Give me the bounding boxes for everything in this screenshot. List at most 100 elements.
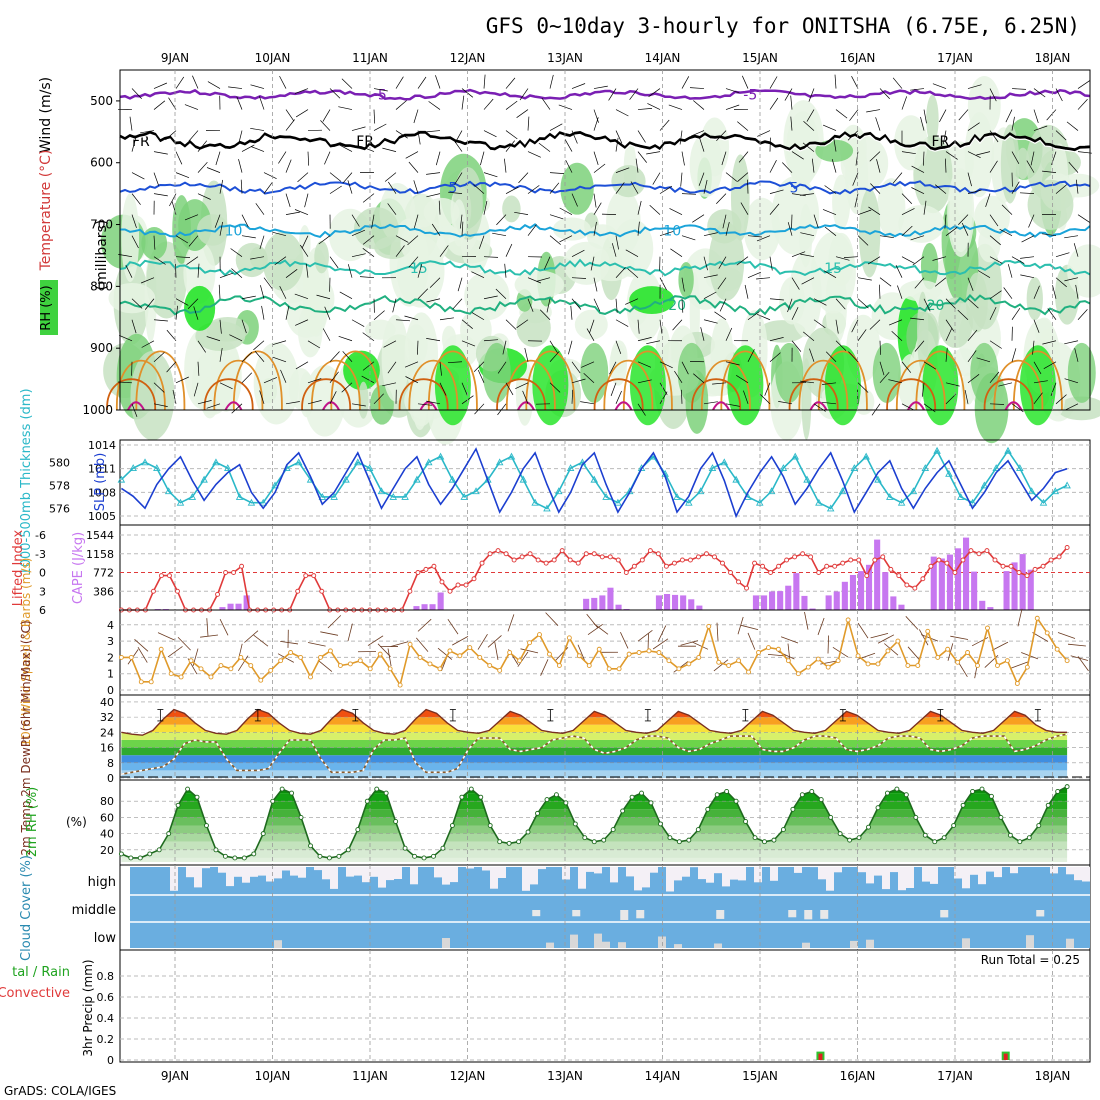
thickness-point [129, 464, 137, 472]
wind-barb [131, 88, 142, 99]
high-cloud-bar [738, 867, 746, 881]
cape-bar [1003, 571, 1010, 610]
rh2m-point [118, 851, 124, 857]
wind-barb [719, 298, 727, 312]
wind-barb [480, 151, 485, 166]
wind-barb [214, 214, 221, 228]
wind-speed-point [327, 648, 333, 654]
date-label-bottom: 11JAN [352, 1069, 388, 1083]
wind-speed-point [726, 663, 732, 668]
rh-blob [574, 309, 608, 340]
rh-blob [678, 261, 694, 298]
cape-bar [979, 600, 986, 610]
cape-bar [955, 548, 962, 610]
wind-barb [307, 340, 321, 349]
wind-barb [153, 256, 166, 265]
high-cloud-bar [730, 867, 738, 880]
isotherm-arch [330, 350, 381, 411]
wind-barb [721, 151, 727, 166]
wind-barb [945, 151, 958, 160]
wind-barb [426, 130, 441, 133]
wind-barb [359, 276, 375, 279]
wind-barb [197, 361, 200, 376]
precip-tick-label: 0.6 [97, 991, 115, 1004]
wind-barb [240, 179, 243, 194]
wind-barb [769, 97, 779, 110]
pressure-tick-label: 900 [90, 341, 113, 355]
wind-barb-10m [691, 641, 709, 650]
wind-barb [565, 159, 573, 173]
thickness-point [507, 452, 516, 460]
wind-speed-point [158, 646, 164, 652]
wind-speed-point [885, 648, 891, 654]
wind-barb [703, 179, 708, 194]
low-cloud-bar [658, 936, 666, 948]
thickness-point [1039, 498, 1048, 506]
high-cloud-bar [674, 867, 682, 881]
wind-barb [1055, 277, 1067, 288]
high-cloud-bar [242, 867, 250, 883]
wind-barb [703, 274, 718, 279]
wind-barb [295, 109, 309, 118]
lifted-index-point [936, 557, 942, 563]
wind-barb [698, 172, 705, 186]
wind-barb-10m [447, 618, 459, 635]
wind-speed-point [547, 651, 552, 657]
thickness-point [779, 464, 788, 472]
wind-barb-10m [157, 632, 175, 641]
wind-barb-10m [680, 640, 699, 646]
wind-barb [1033, 361, 1042, 375]
mid-cloud-bar [820, 910, 829, 919]
lifted-index-point [880, 554, 886, 560]
high-cloud-bar [986, 867, 994, 872]
wind-barb [879, 340, 881, 355]
wind-barb [184, 214, 199, 221]
wind-barb [131, 172, 145, 180]
lifted-index-point [744, 585, 749, 591]
wind-barb [294, 88, 309, 94]
isotherm-arch [427, 350, 478, 411]
temp-line [121, 708, 1068, 736]
wind-barb [769, 337, 784, 342]
thickness-point [968, 498, 977, 506]
rh-blob [926, 94, 939, 144]
wind-speed-point [1024, 664, 1030, 670]
wind-barb [261, 305, 265, 320]
wind-barb [405, 151, 419, 159]
wind-barb [514, 211, 529, 215]
lifted-index-point [872, 557, 878, 563]
high-cloud-bar [1082, 867, 1090, 882]
wind-barb [558, 104, 573, 110]
li-tick-label: -6 [35, 529, 46, 542]
wind-barb [648, 88, 661, 97]
wind-barb [835, 319, 839, 334]
rh2m-point [440, 845, 446, 851]
cape-bar [607, 587, 614, 610]
cape-bar [793, 573, 800, 610]
cape-bar [421, 604, 428, 610]
wind-barb [297, 172, 309, 183]
wind-barb [426, 338, 441, 342]
rh2m-point [241, 855, 247, 861]
wind-barb [910, 235, 925, 241]
rh-blob [965, 272, 988, 333]
wind-barb [505, 382, 514, 396]
high-cloud-bar [626, 867, 634, 877]
wind-barb [505, 130, 518, 140]
wind-barb [527, 151, 541, 158]
wind-barb [725, 88, 740, 94]
lifted-index-point [992, 557, 998, 563]
temp-tick-label: 24 [100, 726, 114, 739]
wind-barb [1021, 235, 1035, 243]
wind-barb [964, 390, 969, 404]
wind-barb [791, 307, 799, 320]
mid-cloud-bar [788, 910, 797, 918]
wind-barb [387, 203, 397, 215]
cape-axis-label: CAPE (J/kg) [71, 532, 86, 604]
wind-barb-10m [950, 635, 969, 640]
wind-barb [197, 263, 200, 278]
wind-barb [923, 200, 927, 215]
wind-barb [454, 172, 463, 185]
wind-barb [186, 256, 199, 265]
wind-barb [272, 340, 287, 346]
